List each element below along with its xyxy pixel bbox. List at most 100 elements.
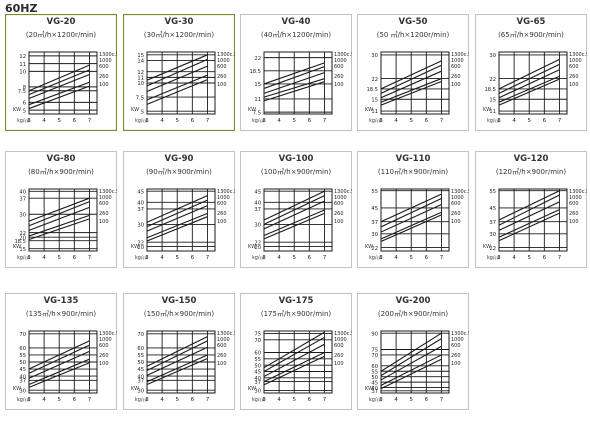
chart-title: VG-200 [395,296,431,306]
series-line [28,81,90,106]
y-tick-label: 10 [19,70,26,76]
series-line [28,73,90,100]
series-line [263,355,325,386]
y-tick-label: 15 [254,82,261,88]
chart-title: VG-65 [516,17,546,27]
y-tick-label: 40 [371,386,378,392]
series-line [263,190,325,221]
y-tick-label: 37 [137,379,144,385]
x-tick-label: 6 [73,397,77,403]
x-tick-label: 5 [527,118,531,124]
x-tick-label: 6 [308,397,312,403]
y-tick-label: 30 [489,232,496,238]
x-tick-label: 7 [88,118,92,124]
series-label: 260 [451,74,461,80]
series-label: 1000 [451,58,464,64]
x-tick-label: 5 [292,255,296,261]
chart-panel-vg-120: 223037455534567kg/㎠KW1300c.St10006002601… [475,151,587,268]
y-tick-label: 60 [19,346,26,352]
series-label: 1300c.St [217,189,235,195]
x-tick-label: 4 [160,255,164,261]
x-tick-label: 4 [394,397,398,403]
y-tick-label: 40 [19,374,26,380]
series-label: 1300c.St [217,331,235,337]
y-axis-label: KW [248,244,256,250]
y-axis-label: KW [483,244,491,250]
y-tick-label: 7.5 [253,110,261,116]
y-tick-label: 37 [19,379,26,385]
y-tick-label: 60 [137,346,144,352]
chart-svg: 567.5810111234567kg/㎠KW1300c.St100060026… [5,14,117,131]
series-line [380,214,442,243]
y-tick-label: 55 [371,189,378,195]
plot-frame [380,51,450,115]
series-label: 1300c.St [451,52,469,58]
chart-title: VG-30 [164,17,194,27]
x-axis-label: kg/㎠ [487,117,499,124]
chart-panel-vg-175: 30374045505560707534567kg/㎠KW1300c.St100… [240,293,352,410]
series-line [380,197,442,228]
panel-border [475,151,587,268]
x-tick-label: 4 [394,255,398,261]
series-line [263,195,325,225]
panel-border [5,293,117,410]
y-tick-label: 18.5 [249,69,261,75]
series-line [263,336,325,372]
series-line [380,354,442,386]
series-label: 100 [334,361,344,367]
series-line [263,352,325,383]
x-tick-label: 4 [512,255,516,261]
y-tick-label: 70 [371,353,378,359]
series-label: 1300c.St [334,331,352,337]
series-label: 1000 [451,195,464,201]
y-tick-label: 90 [371,331,378,337]
chart-title: VG-80 [46,154,76,164]
y-tick-label: 45 [254,189,261,195]
x-tick-label: 3 [262,397,266,403]
series-label: 260 [334,74,344,80]
x-tick-label: 3 [145,255,149,261]
chart-title: VG-120 [513,154,549,164]
x-tick-label: 5 [409,255,413,261]
x-tick-label: 7 [88,397,92,403]
chart-title: VG-90 [164,154,194,164]
series-label: 100 [99,219,109,225]
chart-panel-vg-50: 11 15 18.5 22 30 3 4 5 6 7 kg/㎠ KW 1300c.St1000600 26… [357,14,469,131]
series-label: 1000 [217,58,230,64]
chart-title: VG-20 [46,17,76,27]
series-line [263,66,325,89]
series-line [146,357,208,386]
series-line [146,199,208,228]
y-tick-label: 11 [254,97,261,103]
y-tick-label: 5 [23,108,26,114]
x-tick-label: 4 [277,118,281,124]
series-label: 600 [334,201,344,207]
x-tick-label: 5 [175,255,179,261]
x-axis-label: kg/㎠ [252,117,264,124]
series-label: 100 [217,219,227,225]
x-tick-label: 6 [191,255,195,261]
series-label: 1000 [217,195,230,201]
y-tick-label: 55 [137,353,144,359]
y-tick-label: 70 [137,332,144,338]
x-tick-label: 5 [57,397,61,403]
chart-subtitle: (150㎥/h×900r/min) [143,310,215,318]
chart-svg: 11 15 18.5 22 30 3 4 5 6 7 kg/㎠ KW 1300c.St1000600 26… [475,14,587,131]
series-line [263,200,325,230]
series-label: 260 [334,211,344,217]
series-line [498,69,560,99]
x-axis-label: kg/㎠ [252,254,264,261]
y-tick-label: 22 [254,56,261,62]
y-tick-label: 30 [137,223,144,229]
series-label: 260 [569,74,579,80]
series-label: 600 [334,343,344,349]
series-line [28,362,90,388]
y-tick-label: 11 [137,76,144,82]
series-line [28,64,90,92]
x-tick-label: 5 [292,118,296,124]
series-line [498,212,560,242]
series-label: 260 [217,74,227,80]
x-tick-label: 5 [175,397,179,403]
plot-frame [146,51,216,115]
x-tick-label: 6 [308,255,312,261]
